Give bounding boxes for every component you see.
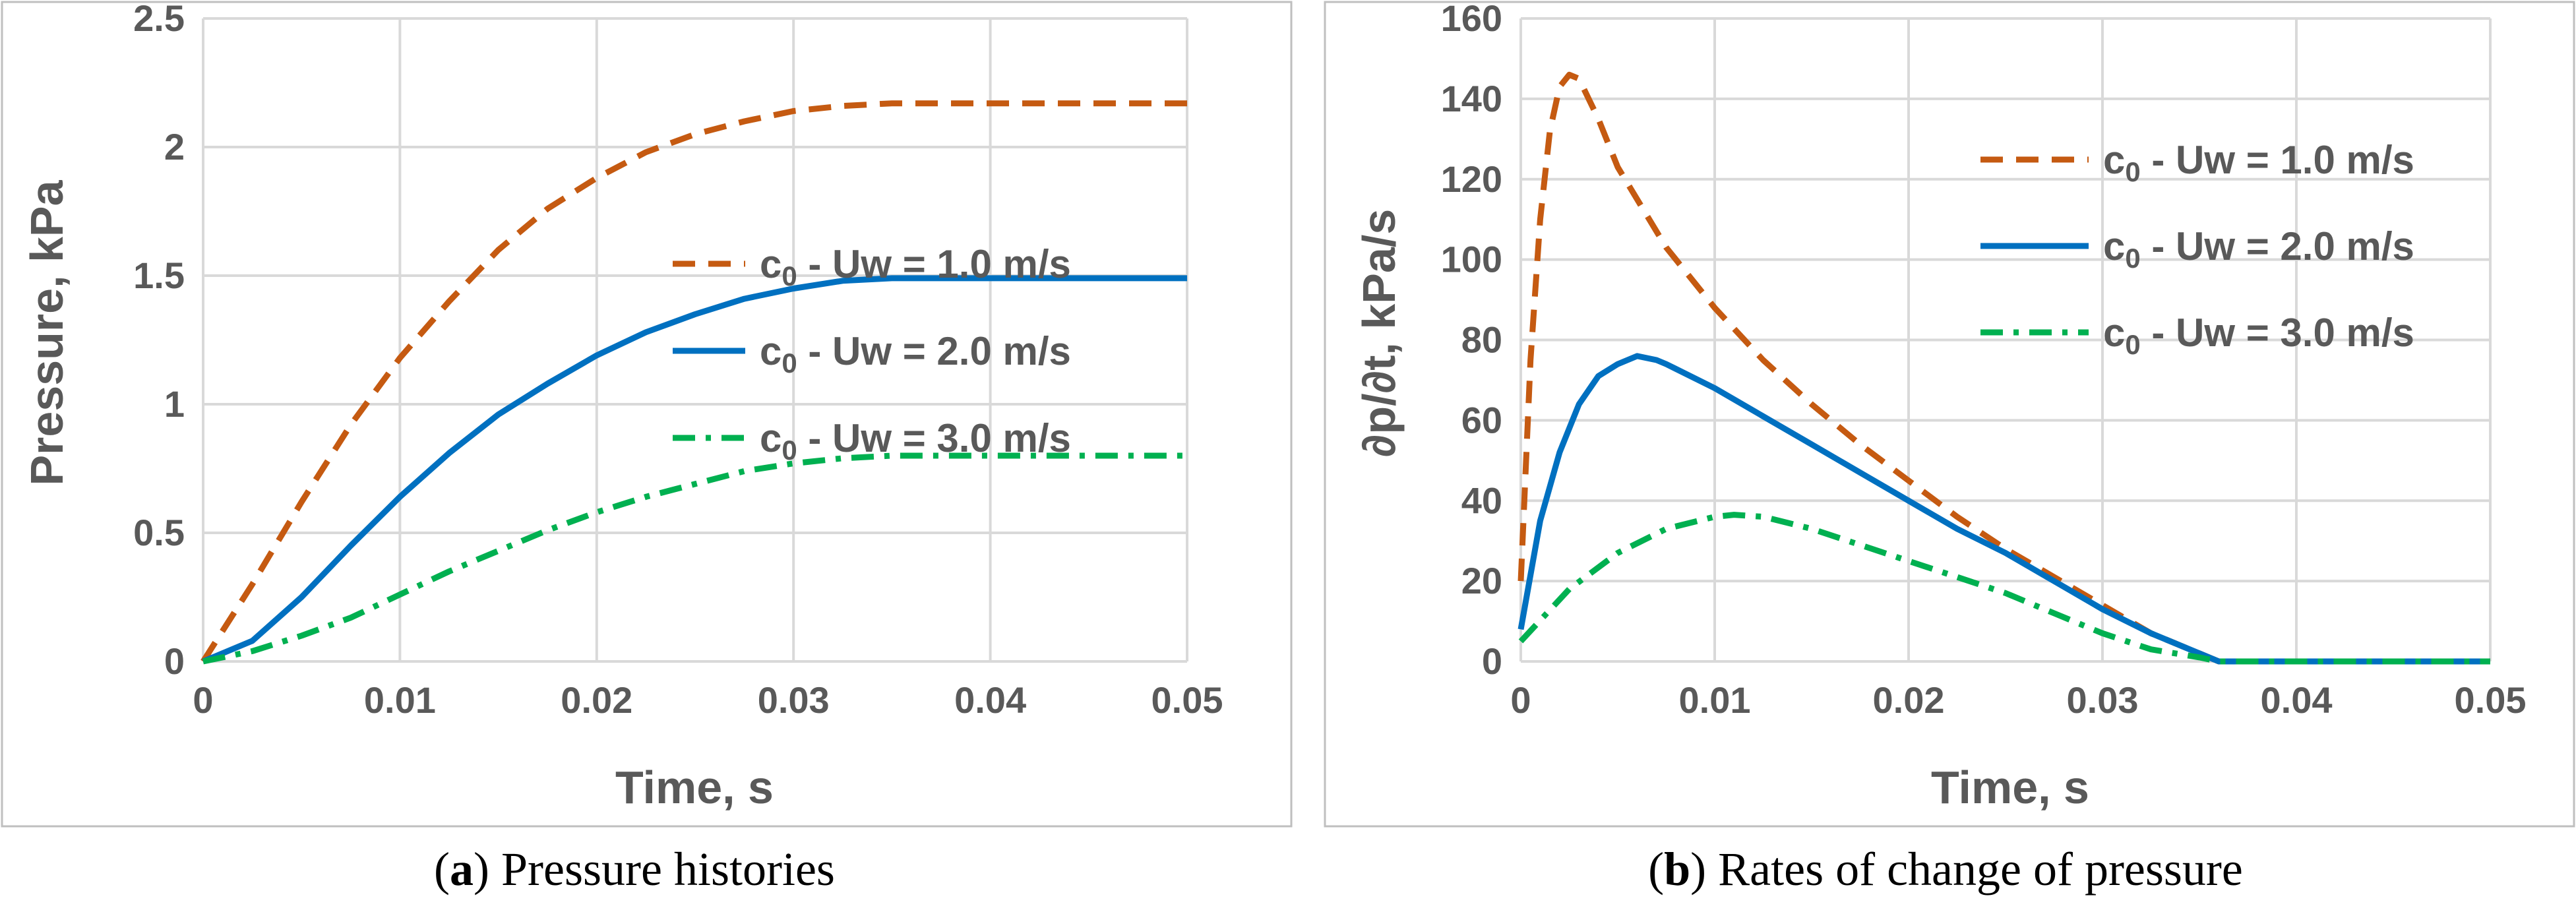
legend-label-base: c <box>760 329 782 373</box>
legend-label-3: c0 - Uw = 3.0 m/s <box>2103 311 2414 360</box>
y-tick-label: 2 <box>164 126 185 168</box>
legend-label-rest: - Uw = 3.0 m/s <box>797 416 1071 460</box>
x-axis-title-b: Time, s <box>1931 762 2089 813</box>
chart-panel-a: 0 0.5 1 1.5 2 2.5 0 0.01 0.02 0.03 0.04 0.05 Pressu… <box>1 0 1293 828</box>
series-line-2 <box>1518 353 2490 665</box>
legend-label-base: c <box>2103 138 2125 182</box>
caption-a: (a) Pressure histories <box>434 843 835 896</box>
legend-label-base: c <box>760 242 782 286</box>
caption-a-letter: a <box>450 843 474 896</box>
y-tick-label: 0.5 <box>133 512 185 553</box>
x-tick-label: 0.05 <box>1151 679 1223 721</box>
legend-label-subscript: 0 <box>782 348 797 379</box>
legend-a: c0 - Uw = 1.0 m/sc0 - Uw = 2.0 m/sc0 - U… <box>673 242 1071 466</box>
y-tick-label: 1 <box>164 383 185 425</box>
x-tick-label: 0 <box>1510 679 1531 721</box>
legend-label-2: c0 - Uw = 2.0 m/s <box>2103 224 2414 274</box>
x-tick-label: 0.05 <box>2455 679 2527 721</box>
legend-label-base: c <box>2103 311 2125 355</box>
x-tick-label: 0.03 <box>758 679 830 721</box>
legend-label-subscript: 0 <box>2125 329 2140 360</box>
y-tick-label: 120 <box>1441 158 1502 200</box>
y-tick-label: 100 <box>1441 239 1502 280</box>
chart-frame-b <box>1324 1 2575 828</box>
x-axis-title-a: Time, s <box>615 762 774 813</box>
y-tick-label: 140 <box>1441 78 1502 119</box>
legend-label-subscript: 0 <box>2125 243 2140 274</box>
series-line-3 <box>202 452 1187 665</box>
legend-label-1: c0 - Uw = 1.0 m/s <box>2103 138 2414 187</box>
y-tick-label: 1.5 <box>133 255 185 296</box>
y-tick-label: 80 <box>1461 319 1502 361</box>
y-tick-label: 2.5 <box>133 0 185 39</box>
caption-b-letter: b <box>1664 843 1690 896</box>
legend-label-2: c0 - Uw = 2.0 m/s <box>760 329 1071 379</box>
legend-label-subscript: 0 <box>2125 156 2140 187</box>
legend-label-rest: - Uw = 1.0 m/s <box>797 242 1071 286</box>
x-tick-label: 0.01 <box>364 679 436 721</box>
legend-label-base: c <box>2103 224 2125 268</box>
series-line-3 <box>1518 512 2490 665</box>
caption-b: (b) Rates of change of pressure <box>1648 843 2243 896</box>
y-tick-label: 20 <box>1461 560 1502 601</box>
x-tick-label: 0.02 <box>1873 679 1945 721</box>
y-tick-label: 40 <box>1461 479 1502 521</box>
caption-a-text: Pressure histories <box>501 843 835 896</box>
x-tick-label: 0.01 <box>1679 679 1751 721</box>
legend-label-rest: - Uw = 3.0 m/s <box>2141 311 2414 355</box>
chart-frame-a <box>1 1 1293 828</box>
legend-b: c0 - Uw = 1.0 m/sc0 - Uw = 2.0 m/sc0 - U… <box>1980 138 2414 360</box>
x-tick-label: 0.04 <box>2261 679 2333 721</box>
grid-b <box>1519 17 2492 663</box>
series-a <box>200 100 1187 665</box>
legend-label-subscript: 0 <box>782 260 797 291</box>
x-tick-label: 0 <box>193 679 213 721</box>
chart-panel-b: 0 20 40 60 80 100 120 140 160 0 0.01 0.02 0.03 0.04 0.… <box>1324 0 2575 828</box>
x-tick-label: 0.03 <box>2067 679 2139 721</box>
series-b <box>1518 71 2490 665</box>
tick-labels-b: 0 20 40 60 80 100 120 140 160 0 0.01 0.02 0.03 0.04 0.… <box>1441 0 2527 721</box>
legend-label-subscript: 0 <box>782 435 797 466</box>
legend-label-1: c0 - Uw = 1.0 m/s <box>760 242 1071 291</box>
tick-labels-a: 0 0.5 1 1.5 2 2.5 0 0.01 0.02 0.03 0.04 0.05 <box>133 0 1223 721</box>
series-line-1 <box>200 100 1187 663</box>
y-axis-title-a: Pressure, kPa <box>21 179 73 485</box>
series-line-2 <box>202 275 1187 665</box>
x-tick-label: 0.02 <box>561 679 632 721</box>
legend-label-base: c <box>760 416 782 460</box>
y-tick-label: 60 <box>1461 399 1502 441</box>
x-tick-label: 0.04 <box>954 679 1026 721</box>
legend-label-rest: - Uw = 2.0 m/s <box>797 329 1071 373</box>
legend-label-rest: - Uw = 2.0 m/s <box>2141 224 2414 268</box>
y-tick-label: 0 <box>1482 640 1502 682</box>
caption-b-text: Rates of change of pressure <box>1718 843 2243 896</box>
y-tick-label: 160 <box>1441 0 1502 39</box>
legend-label-rest: - Uw = 1.0 m/s <box>2141 138 2414 182</box>
series-line-1 <box>1518 71 2490 665</box>
legend-label-3: c0 - Uw = 3.0 m/s <box>760 416 1071 466</box>
y-axis-title-b: ∂p/∂t, kPa/s <box>1353 209 1405 458</box>
y-tick-label: 0 <box>164 640 185 682</box>
